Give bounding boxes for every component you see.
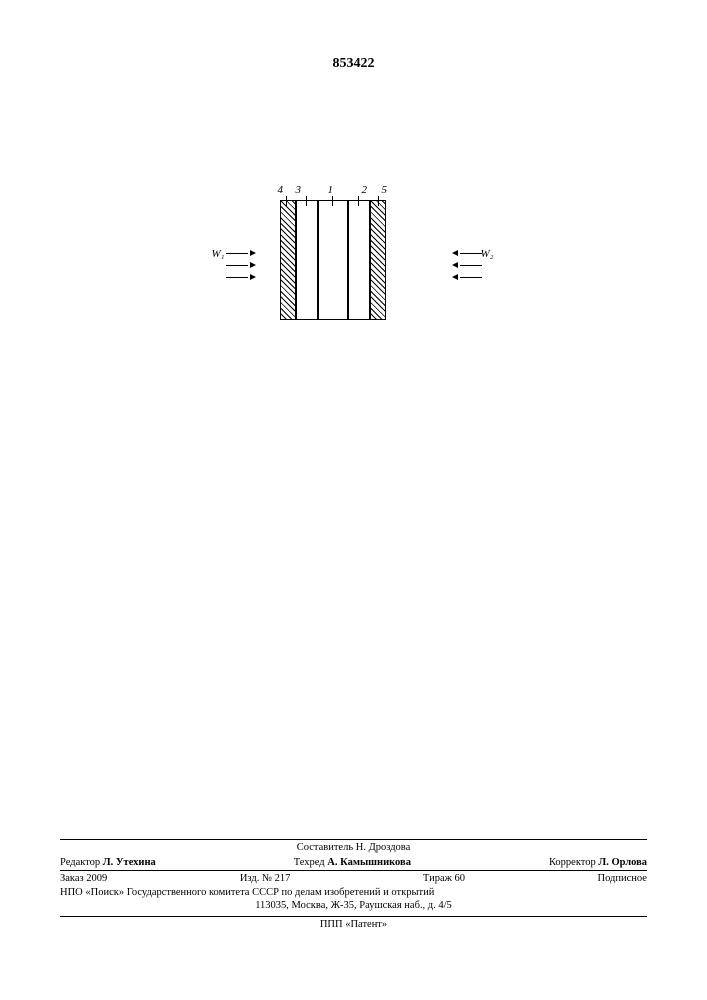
label-3: 3 bbox=[296, 184, 302, 196]
org-line: НПО «Поиск» Государственного комитета СС… bbox=[60, 886, 647, 899]
editor: Редактор Л. Утехина bbox=[60, 857, 156, 868]
patent-page: 853422 4 3 1 2 5 W₁ W₂ bbox=[0, 0, 707, 1000]
corrector: Корректор Л. Орлова bbox=[549, 857, 647, 868]
techred: Техред А. Камышникова bbox=[294, 857, 411, 868]
force-label-right: W₂ bbox=[481, 248, 494, 260]
document-number: 853422 bbox=[333, 56, 375, 72]
imprint-footer: Составитель Н. Дроздова Редактор Л. Утех… bbox=[60, 839, 647, 930]
force-label-left: W₁ bbox=[212, 248, 225, 260]
compiler-line: Составитель Н. Дроздова bbox=[60, 842, 647, 855]
label-4: 4 bbox=[278, 184, 284, 196]
layer-outer-right bbox=[370, 200, 386, 320]
izd-no: Изд. № 217 bbox=[240, 873, 291, 884]
layer-outer-left bbox=[280, 200, 296, 320]
layer-inner-right bbox=[348, 200, 370, 320]
compiler-name: Н. Дроздова bbox=[356, 842, 411, 853]
label-1: 1 bbox=[328, 184, 334, 196]
tirazh: Тираж 60 bbox=[423, 873, 465, 884]
label-5: 5 bbox=[382, 184, 388, 196]
part-labels: 4 3 1 2 5 bbox=[264, 184, 444, 200]
compiler-label: Составитель bbox=[297, 842, 353, 853]
subscription: Подписное bbox=[598, 873, 647, 884]
label-2: 2 bbox=[362, 184, 368, 196]
printer-line: ППП «Патент» bbox=[60, 916, 647, 930]
credits-row: Редактор Л. Утехина Техред А. Камышников… bbox=[60, 855, 647, 871]
layer-center bbox=[318, 200, 348, 320]
layer-inner-left bbox=[296, 200, 318, 320]
arrows-left bbox=[226, 250, 256, 286]
order-no: Заказ 2009 bbox=[60, 873, 107, 884]
address-line: 113035, Москва, Ж-35, Раушская наб., д. … bbox=[60, 899, 647, 912]
cross-section-diagram: 4 3 1 2 5 W₁ W₂ bbox=[264, 200, 444, 350]
print-meta-row: Заказ 2009 Изд. № 217 Тираж 60 Подписное bbox=[60, 871, 647, 886]
arrows-right bbox=[452, 250, 482, 286]
